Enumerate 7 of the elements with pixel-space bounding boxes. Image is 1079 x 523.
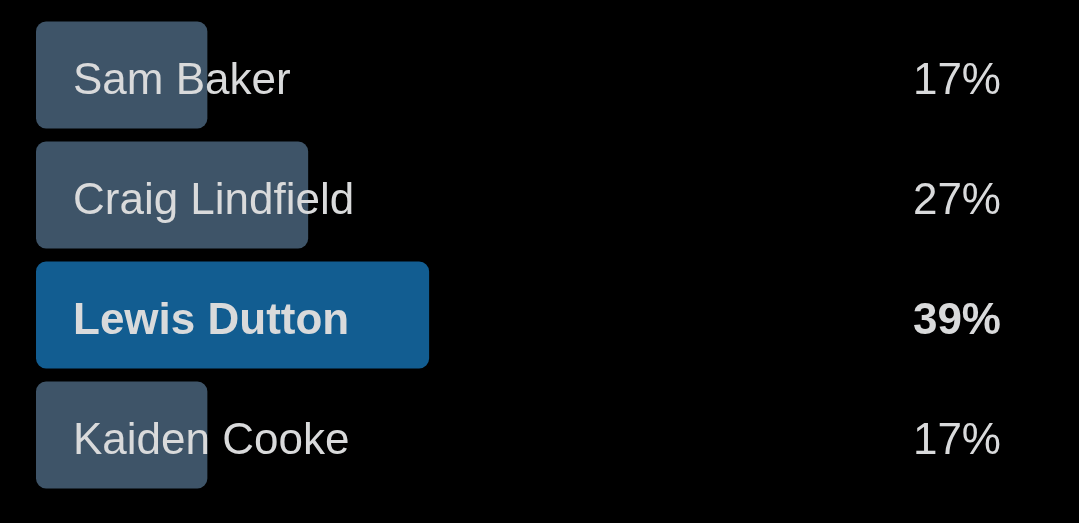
y-tick-label: Sam Baker [73, 54, 291, 103]
y-tick-label: Kaiden Cooke [73, 414, 350, 463]
data-label: 39% [912, 294, 1001, 343]
y-tick-label: Lewis Dutton [73, 294, 350, 343]
data-label: 27% [912, 174, 1001, 223]
data-label: 17% [912, 54, 1001, 103]
data-label: 17% [912, 414, 1001, 463]
